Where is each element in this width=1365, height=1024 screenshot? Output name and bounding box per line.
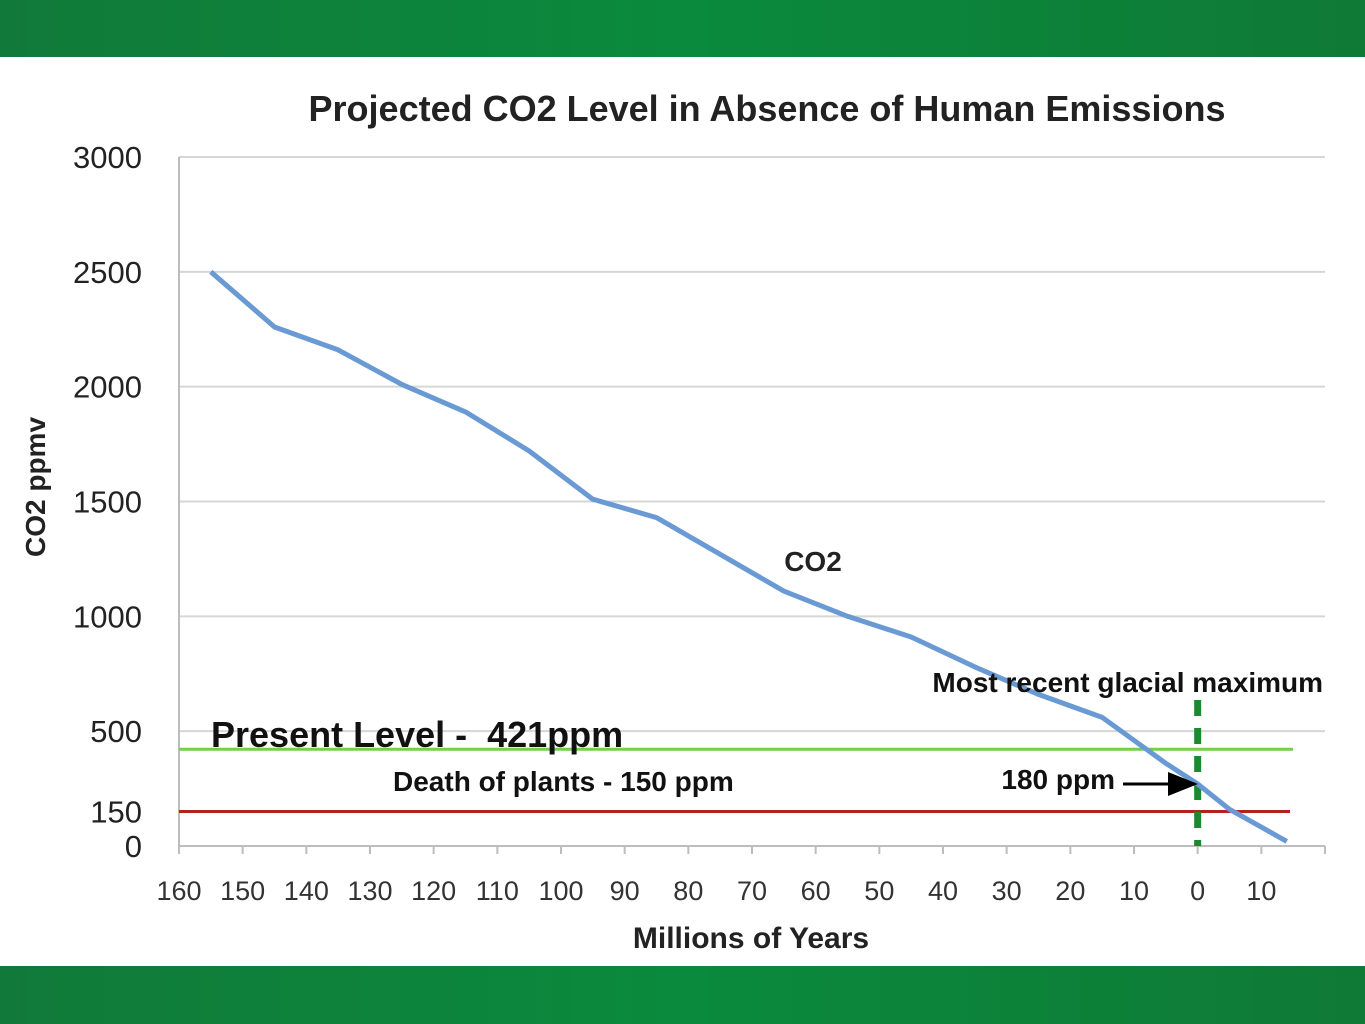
x-tick-label: 10 xyxy=(1246,876,1276,906)
y-tick-label: 150 xyxy=(90,795,142,830)
x-tick-label: 150 xyxy=(220,876,265,906)
y-tick-label: 2500 xyxy=(73,255,142,290)
x-tick-label: 110 xyxy=(476,876,519,906)
series-line-co2 xyxy=(209,269,1289,844)
death-of-plants-label: Death of plants - 150 ppm xyxy=(393,766,734,797)
x-tick-label: 0 xyxy=(1190,876,1205,906)
present-level-label: Present Level - 421ppm xyxy=(211,714,623,755)
annotation-180-label: 180 ppm xyxy=(1001,764,1115,795)
y-axis-label: CO2 ppmv xyxy=(20,417,51,557)
series-label-co2: CO2 xyxy=(784,546,842,577)
chart-title: Projected CO2 Level in Absence of Human … xyxy=(309,88,1226,129)
x-tick-label: 70 xyxy=(737,876,767,906)
reference-lines xyxy=(179,700,1293,846)
x-tick-label: 50 xyxy=(864,876,894,906)
x-tick-label: 20 xyxy=(1055,876,1085,906)
x-tick-label: 60 xyxy=(801,876,831,906)
x-tick-label: 140 xyxy=(284,876,329,906)
x-tick-label: 160 xyxy=(156,876,201,906)
axes xyxy=(178,157,1326,854)
y-tick-label: 500 xyxy=(90,714,142,749)
y-tick-label: 1000 xyxy=(73,599,142,634)
x-tick-label: 40 xyxy=(928,876,958,906)
y-tick-label: 0 xyxy=(125,829,142,864)
glacial-maximum-label: Most recent glacial maximum xyxy=(932,667,1323,698)
x-tick-label: 10 xyxy=(1119,876,1149,906)
grid-lines xyxy=(179,156,1325,733)
x-tick-label: 90 xyxy=(610,876,640,906)
x-tick-labels: 160 150 140 130 120 110 100 90 80 70 60 50 40 30 20 10 0… xyxy=(156,876,1276,906)
top-banner xyxy=(0,0,1365,57)
x-tick-label: 100 xyxy=(538,876,583,906)
y-tick-label: 3000 xyxy=(73,140,142,175)
y-tick-labels: 3000 2500 2000 1500 1000 500 1500 xyxy=(73,140,142,864)
y-tick-label: 1500 xyxy=(73,485,142,520)
x-tick-label: 120 xyxy=(411,876,456,906)
x-tick-label: 130 xyxy=(347,876,392,906)
bottom-banner xyxy=(0,966,1365,1024)
y-tick-label: 2000 xyxy=(73,370,142,405)
x-tick-label: 80 xyxy=(673,876,703,906)
x-axis-label: Millions of Years xyxy=(633,922,869,955)
x-tick-label: 30 xyxy=(992,876,1022,906)
series-lines xyxy=(209,269,1289,844)
